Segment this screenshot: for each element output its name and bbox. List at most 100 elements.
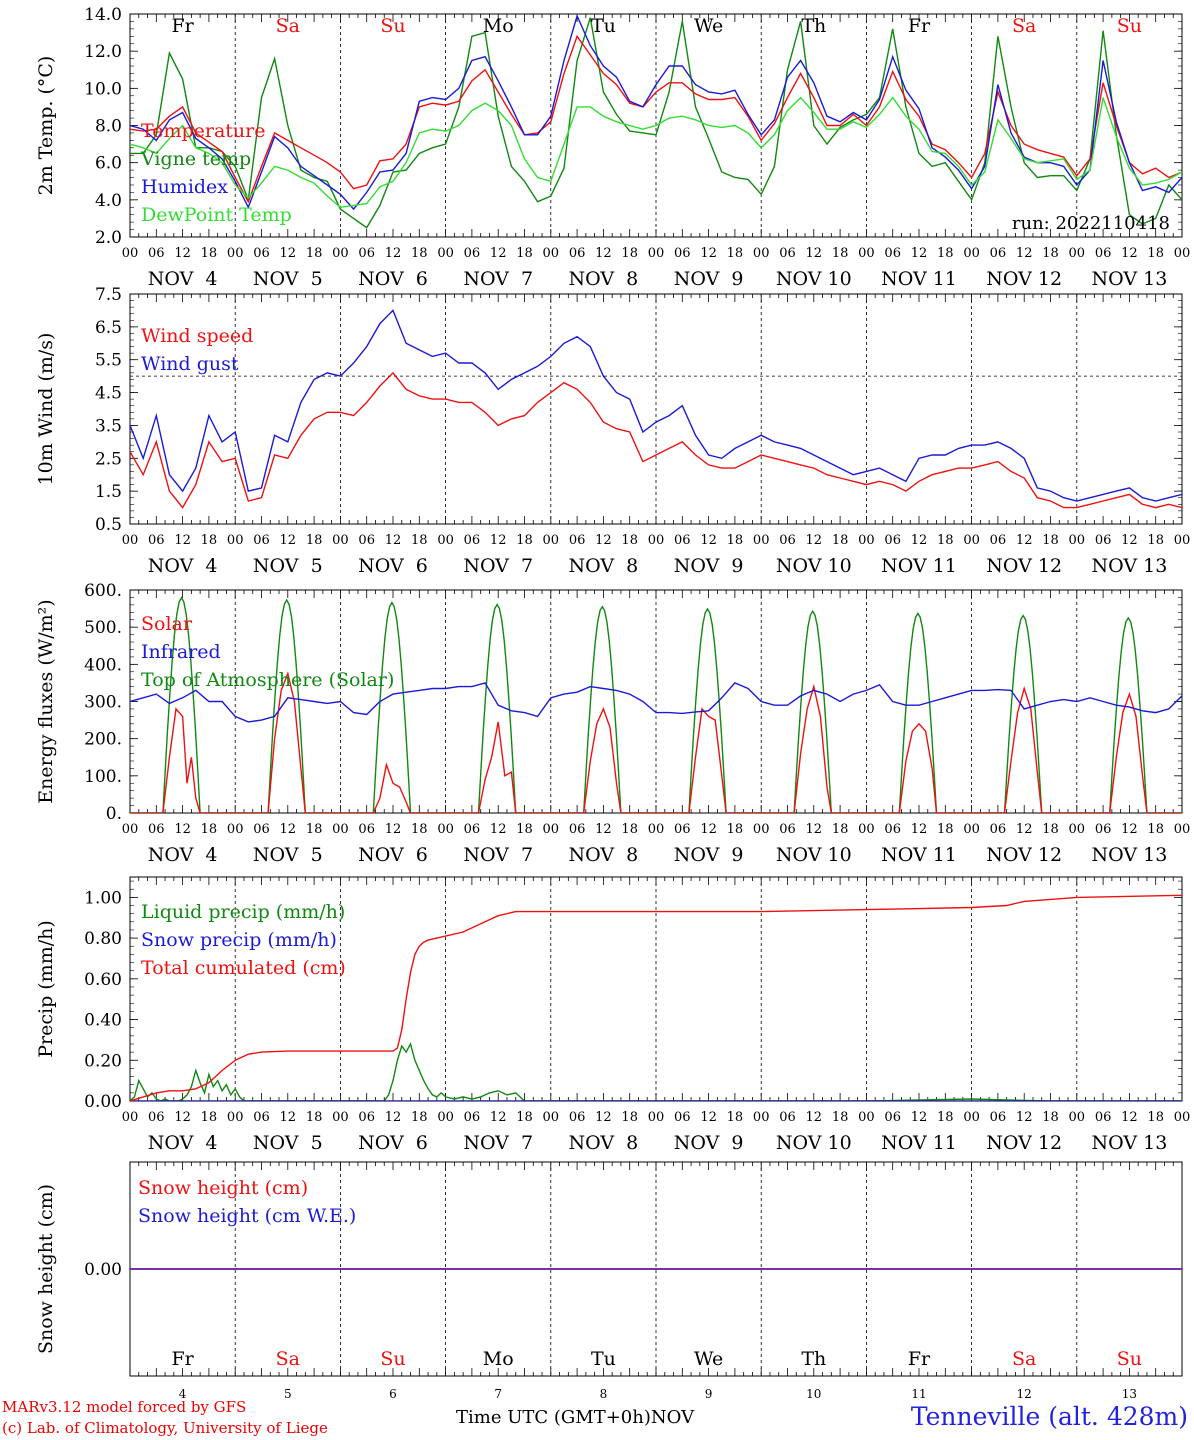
hour-tick-label: 12 (595, 822, 612, 837)
date-label: NOV 13 (1091, 844, 1167, 866)
hour-tick-label: 18 (937, 533, 954, 548)
plot-frame (129, 589, 1183, 814)
legend-entry: Top of Atmosphere (Solar) (141, 669, 394, 691)
hour-tick-label: 18 (306, 1110, 323, 1125)
day-number-label: 5 (284, 1387, 292, 1401)
hour-tick-label: 06 (464, 1110, 481, 1125)
weekday-label: We (694, 15, 723, 37)
hour-tick-label: 00 (648, 246, 665, 261)
hour-tick-label: 06 (253, 822, 270, 837)
hour-tick-label: 00 (648, 533, 665, 548)
hour-tick-label: 06 (1095, 1110, 1112, 1125)
date-label: NOV 4 (148, 555, 218, 577)
hour-tick-label: 06 (990, 533, 1007, 548)
series-line-wind-gust (130, 309, 1182, 502)
model-credit: MARv3.12 model forced by GFS (2, 1398, 247, 1416)
hour-tick-label: 18 (727, 533, 744, 548)
hour-tick-label: 18 (1147, 533, 1164, 548)
day-number-label: 6 (389, 1387, 397, 1401)
day-number-label: 10 (806, 1387, 821, 1401)
series-line-wind-speed (130, 371, 1182, 509)
hour-tick-label: 06 (1095, 246, 1112, 261)
hour-tick-label: 18 (1042, 533, 1059, 548)
hour-tick-label: 06 (464, 246, 481, 261)
weekday-label: We (694, 1348, 723, 1370)
day-number-label: 13 (1122, 1387, 1137, 1401)
hour-tick-label: 00 (1174, 1110, 1191, 1125)
date-label: NOV 8 (569, 268, 639, 290)
hour-tick-label: 18 (411, 1110, 428, 1125)
legend-entry: Vigne temp (140, 148, 251, 170)
weekday-label: Sa (276, 15, 300, 37)
legend-entry: DewPoint Temp (141, 204, 292, 226)
hour-tick-label: 12 (1121, 822, 1138, 837)
hour-tick-label: 00 (437, 822, 454, 837)
hour-tick-label: 18 (201, 533, 218, 548)
y-tick-label: 100. (84, 767, 122, 787)
date-label: NOV 5 (253, 844, 323, 866)
date-label: NOV 6 (358, 844, 428, 866)
hour-tick-label: 12 (806, 246, 823, 261)
weekday-label: Su (380, 15, 405, 37)
hour-tick-label: 12 (280, 822, 297, 837)
y-tick-label: 6.5 (95, 318, 122, 338)
hour-tick-label: 06 (674, 1110, 691, 1125)
date-label: NOV 10 (776, 1132, 852, 1154)
date-label: NOV 11 (881, 844, 957, 866)
date-label: NOV 7 (463, 844, 533, 866)
hour-tick-label: 06 (358, 822, 375, 837)
y-axis-label: 10m Wind (m/s) (35, 333, 57, 486)
hour-tick-label: 18 (832, 822, 849, 837)
date-label: NOV 4 (148, 1132, 218, 1154)
weekday-label: Fr (171, 15, 194, 37)
panel-energy: 0. 100. 200. 300. 400. 500. 600. Energy fluxes … (35, 581, 1190, 866)
hour-tick-label: 18 (306, 533, 323, 548)
weekday-label: Fr (171, 1348, 194, 1370)
hour-tick-label: 12 (595, 246, 612, 261)
y-tick-label: 1.00 (84, 888, 122, 908)
hour-tick-label: 06 (253, 246, 270, 261)
hour-tick-label: 18 (411, 822, 428, 837)
hour-tick-label: 00 (543, 822, 560, 837)
hour-tick-label: 06 (148, 822, 165, 837)
hour-tick-label: 18 (727, 1110, 744, 1125)
hour-tick-label: 12 (1016, 533, 1033, 548)
y-tick-label: 0.80 (84, 929, 122, 949)
hour-tick-label: 00 (227, 246, 244, 261)
hour-tick-label: 18 (201, 246, 218, 261)
hour-tick-label: 06 (464, 533, 481, 548)
date-label: NOV 12 (986, 555, 1062, 577)
hour-tick-label: 18 (1147, 246, 1164, 261)
date-label: NOV 4 (148, 268, 218, 290)
weekday-label: Fr (908, 15, 931, 37)
hour-tick-label: 00 (543, 246, 560, 261)
date-label: NOV 6 (358, 268, 428, 290)
hour-tick-label: 06 (148, 533, 165, 548)
hour-tick-label: 12 (1016, 246, 1033, 261)
hour-tick-label: 18 (1147, 1110, 1164, 1125)
hour-tick-label: 06 (674, 246, 691, 261)
hour-tick-label: 00 (332, 533, 349, 548)
date-label: NOV 13 (1091, 1132, 1167, 1154)
y-tick-label: 14.0 (84, 5, 122, 25)
hour-tick-label: 12 (174, 1110, 191, 1125)
hour-tick-label: 12 (490, 246, 507, 261)
hour-tick-label: 00 (753, 533, 770, 548)
weekday-label: Tu (591, 15, 616, 37)
hour-tick-label: 18 (516, 1110, 533, 1125)
hour-tick-label: 06 (358, 533, 375, 548)
hour-tick-label: 06 (569, 1110, 586, 1125)
hour-tick-label: 06 (358, 246, 375, 261)
lab-credit: (c) Lab. of Climatology, University of L… (2, 1419, 328, 1437)
y-tick-label: 10.0 (84, 79, 122, 99)
series-line-humidex (130, 14, 1182, 211)
date-label: NOV 8 (569, 555, 639, 577)
series-line-infrared (130, 682, 1182, 723)
day-number-label: 12 (1017, 1387, 1032, 1401)
hour-tick-label: 00 (648, 822, 665, 837)
y-tick-label: 500. (84, 618, 122, 638)
legend-entry: Wind speed (141, 325, 253, 347)
hour-tick-label: 00 (858, 1110, 875, 1125)
hour-tick-label: 12 (174, 822, 191, 837)
hour-tick-label: 12 (806, 533, 823, 548)
